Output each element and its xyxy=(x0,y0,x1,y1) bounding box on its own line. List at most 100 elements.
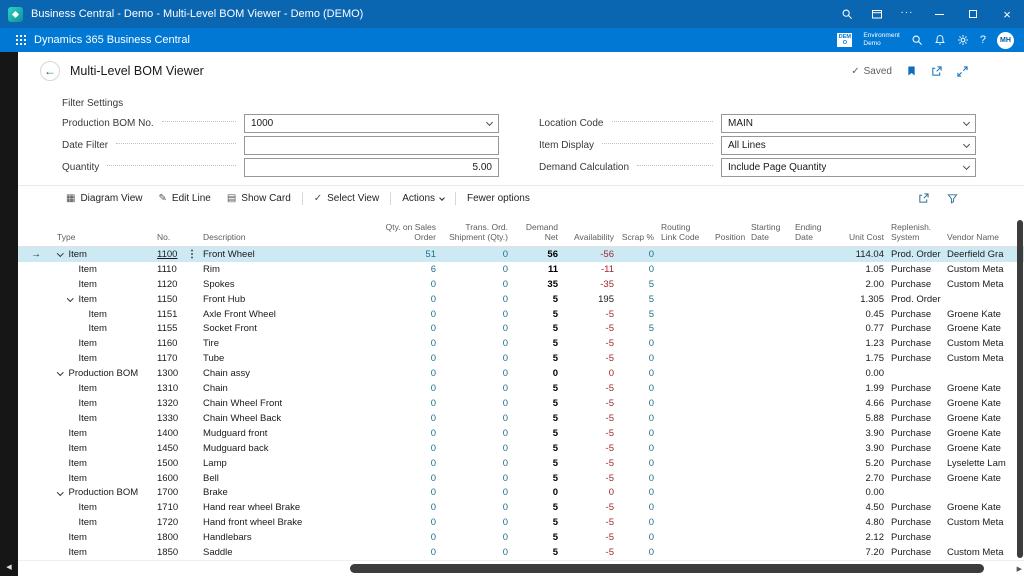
help-icon[interactable]: ? xyxy=(980,34,986,46)
close-button[interactable]: × xyxy=(990,0,1024,28)
product-name[interactable]: Dynamics 365 Business Central xyxy=(34,34,190,46)
horizontal-scroll-thumb[interactable] xyxy=(350,564,984,573)
cell-no[interactable]: 1100 xyxy=(154,247,200,262)
vertical-scrollbar[interactable] xyxy=(1017,220,1023,558)
cell-no[interactable]: 1330 xyxy=(154,411,200,426)
column-header-availability[interactable]: Availability xyxy=(562,233,618,244)
more-options-icon[interactable]: ··· xyxy=(892,0,922,28)
filter-field-item-display[interactable]: All Lines xyxy=(721,136,976,155)
cell-no[interactable]: 1450 xyxy=(154,441,200,456)
chevron-expanded-icon[interactable] xyxy=(57,489,63,495)
table-row[interactable]: Item1600Bell005-502.70PurchaseGroene Kat… xyxy=(18,471,1024,486)
browser-window-icon[interactable] xyxy=(862,0,892,28)
search-icon[interactable] xyxy=(832,0,862,28)
cell-no[interactable]: 1170 xyxy=(154,351,200,366)
table-row[interactable]: Item1151Axle Front Wheel005-550.45Purcha… xyxy=(18,307,1024,322)
chevron-expanded-icon[interactable] xyxy=(57,250,63,256)
table-row[interactable]: Item1320Chain Wheel Front005-504.66Purch… xyxy=(18,396,1024,411)
cell-no[interactable]: 1710 xyxy=(154,500,200,515)
table-row[interactable]: Production BOM1300Chain assy000000.00 xyxy=(18,366,1024,381)
table-row[interactable]: Item1160Tire005-501.23PurchaseCustom Met… xyxy=(18,336,1024,351)
cell-no[interactable]: 1110 xyxy=(154,262,200,277)
app-launcher-icon[interactable] xyxy=(10,28,32,52)
column-header-replenish[interactable]: Replenish. System xyxy=(888,223,944,244)
cell-no[interactable]: 1151 xyxy=(154,307,200,322)
table-row[interactable]: →Item1100Front Wheel51056-560114.04Prod.… xyxy=(18,247,1024,262)
table-row[interactable]: Item1710Hand rear wheel Brake005-504.50P… xyxy=(18,500,1024,515)
table-row[interactable]: Item1310Chain005-501.99PurchaseGroene Ka… xyxy=(18,381,1024,396)
chevron-expanded-icon[interactable] xyxy=(57,370,63,376)
toolbar-button-select-view[interactable]: ✓Select View xyxy=(306,186,387,211)
table-row[interactable]: Item1800Handlebars005-502.12Purchase xyxy=(18,530,1024,545)
column-header-position[interactable]: Position xyxy=(712,233,748,244)
column-header-vendor[interactable]: Vendor Name xyxy=(944,233,1016,244)
toolbar-button-fewer-options[interactable]: Fewer options xyxy=(459,186,538,211)
table-row[interactable]: Item1150Front Hub00519551.305Prod. Order xyxy=(18,292,1024,307)
cell-no[interactable]: 1720 xyxy=(154,515,200,530)
filter-field-demand-calculation[interactable]: Include Page Quantity xyxy=(721,158,976,177)
cell-no[interactable]: 1150 xyxy=(154,292,200,307)
search-icon[interactable] xyxy=(911,34,923,46)
cell-no[interactable]: 1300 xyxy=(154,366,200,381)
settings-gear-icon[interactable] xyxy=(957,34,969,46)
cell-no[interactable]: 1155 xyxy=(154,322,200,337)
chevron-down-icon[interactable] xyxy=(963,141,970,148)
user-avatar[interactable]: MH xyxy=(997,32,1014,49)
table-row[interactable]: Item1120Spokes0035-3552.00PurchaseCustom… xyxy=(18,277,1024,292)
filter-field-quantity[interactable]: 5.00 xyxy=(244,158,499,177)
cell-no[interactable]: 1500 xyxy=(154,456,200,471)
column-header-unit_cost[interactable]: Unit Cost xyxy=(838,233,888,244)
table-row[interactable]: Item1330Chain Wheel Back005-505.88Purcha… xyxy=(18,411,1024,426)
column-header-description[interactable]: Description xyxy=(200,233,368,244)
maximize-button[interactable] xyxy=(956,0,990,28)
cell-no[interactable]: 1320 xyxy=(154,396,200,411)
back-button[interactable]: ← xyxy=(40,61,60,81)
bookmark-icon[interactable] xyxy=(907,65,916,77)
filter-field-production-bom-no[interactable]: 1000 xyxy=(244,114,499,133)
scroll-right-icon[interactable]: ▶ xyxy=(1017,565,1022,573)
filter-icon[interactable] xyxy=(947,193,958,204)
table-row[interactable]: Item1720Hand front wheel Brake005-504.80… xyxy=(18,515,1024,530)
chevron-down-icon[interactable] xyxy=(963,119,970,126)
column-header-routing[interactable]: Routing Link Code xyxy=(658,223,712,244)
toolbar-button-diagram-view[interactable]: ▦Diagram View xyxy=(58,186,151,211)
environment-badge[interactable]: DEMO xyxy=(837,33,852,48)
table-row[interactable]: Item1500Lamp005-505.20PurchaseLyselette … xyxy=(18,456,1024,471)
minimize-button[interactable] xyxy=(922,0,956,28)
cell-no[interactable]: 1120 xyxy=(154,277,200,292)
toolbar-button-actions[interactable]: Actions xyxy=(394,186,452,211)
column-header-starting_date[interactable]: Starting Date xyxy=(748,223,792,244)
column-header-no[interactable]: No. xyxy=(154,233,200,244)
share-page-icon[interactable] xyxy=(931,66,942,77)
column-header-qty_sales[interactable]: Qty. on Sales Order xyxy=(368,223,440,244)
cell-no[interactable]: 1160 xyxy=(154,336,200,351)
table-row[interactable]: Item1850Saddle005-507.20PurchaseCustom M… xyxy=(18,545,1024,560)
cell-no[interactable]: 1800 xyxy=(154,530,200,545)
horizontal-scrollbar[interactable]: ▶ xyxy=(18,560,1024,576)
table-row[interactable]: Item1400Mudguard front005-503.90Purchase… xyxy=(18,426,1024,441)
filter-field-location-code[interactable]: MAIN xyxy=(721,114,976,133)
column-header-demand_net[interactable]: Demand Net xyxy=(512,223,562,244)
cell-no[interactable]: 1700 xyxy=(154,486,200,501)
cell-no[interactable]: 1600 xyxy=(154,471,200,486)
table-row[interactable]: Item1450Mudguard back005-503.90PurchaseG… xyxy=(18,441,1024,456)
column-header-scrap[interactable]: Scrap % xyxy=(618,233,658,244)
chevron-down-icon[interactable] xyxy=(963,163,970,170)
table-row[interactable]: Item1155Socket Front005-550.77PurchaseGr… xyxy=(18,322,1024,337)
table-row[interactable]: Item1110Rim6011-1101.05PurchaseCustom Me… xyxy=(18,262,1024,277)
cell-no[interactable]: 1400 xyxy=(154,426,200,441)
scroll-left-icon[interactable]: ◀ xyxy=(6,563,11,571)
cell-no[interactable]: 1850 xyxy=(154,545,200,560)
toolbar-button-show-card[interactable]: ▤Show Card xyxy=(219,186,299,211)
column-header-ending_date[interactable]: Ending Date xyxy=(792,223,838,244)
cell-no[interactable]: 1310 xyxy=(154,381,200,396)
column-header-type[interactable]: Type xyxy=(54,233,154,244)
toolbar-button-edit-line[interactable]: ✎Edit Line xyxy=(151,186,219,211)
chevron-down-icon[interactable] xyxy=(486,119,493,126)
expand-icon[interactable] xyxy=(957,66,968,77)
notifications-bell-icon[interactable] xyxy=(934,34,946,46)
row-context-menu-icon[interactable] xyxy=(191,253,193,255)
table-row[interactable]: Production BOM1700Brake000000.00 xyxy=(18,486,1024,501)
chevron-expanded-icon[interactable] xyxy=(67,295,73,301)
table-row[interactable]: Item1170Tube005-501.75PurchaseCustom Met… xyxy=(18,351,1024,366)
